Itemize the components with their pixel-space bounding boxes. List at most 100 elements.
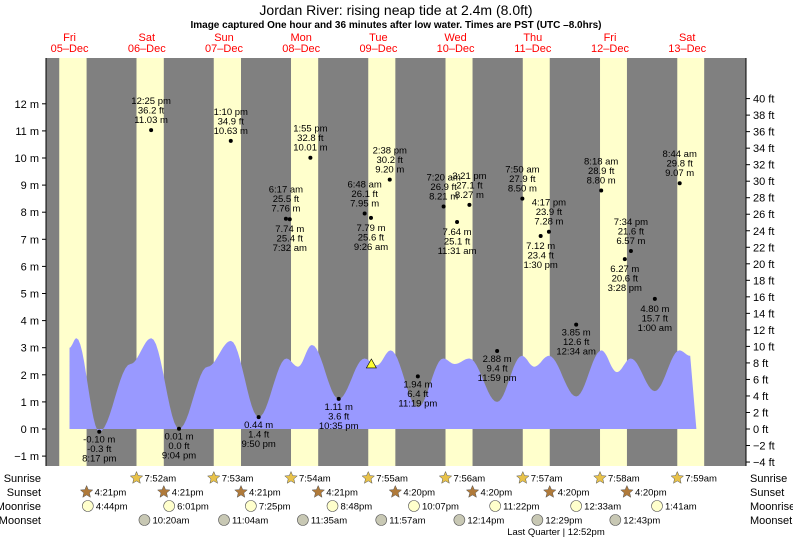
- sunset-star-icon: [311, 484, 326, 498]
- day-date-label: 07–Dec: [205, 43, 243, 55]
- extreme-label: 4.80 m: [640, 304, 669, 315]
- extreme-label: 21.6 ft: [618, 226, 645, 237]
- right-tick-label: 6 ft: [753, 374, 768, 386]
- extreme-point: [283, 216, 288, 221]
- sunset-star-icon: [234, 484, 248, 498]
- extreme-label: 26.9 ft: [430, 182, 457, 193]
- moonrise-time-label: 6:01pm: [177, 502, 209, 513]
- moonrise-row-label: Moonrise: [0, 501, 41, 513]
- extreme-label: 8.50 m: [508, 184, 537, 195]
- extreme-point: [362, 211, 367, 216]
- extreme-label: 8.21 m: [429, 192, 458, 203]
- extreme-label: 6.27 m: [610, 264, 639, 275]
- extreme-label: 3:28 pm: [608, 283, 642, 294]
- left-tick-label: 7 m: [21, 234, 39, 246]
- moonset-time-label: 11:35am: [311, 516, 347, 527]
- extreme-label: 9.07 m: [665, 168, 694, 179]
- moonrise-moon-icon: [489, 500, 501, 512]
- sunset-time-label: 4:21pm: [249, 488, 281, 499]
- extreme-label: 1:00 am: [638, 323, 672, 334]
- moonset-moon-icon: [609, 514, 622, 526]
- sunset-star-icon: [465, 484, 480, 498]
- extreme-label: 1:30 pm: [523, 260, 557, 271]
- extreme-label: 27.1 ft: [456, 180, 483, 191]
- extreme-label: 0.44 m: [244, 420, 273, 431]
- sunrise-star-icon: [670, 470, 685, 484]
- sunrise-star-icon: [284, 470, 298, 484]
- sunrise-row-label: Sunrise: [4, 473, 41, 485]
- extreme-label: 26.1 ft: [351, 189, 378, 200]
- left-tick-label: 6 m: [21, 261, 39, 273]
- sunset-star-icon: [620, 484, 634, 498]
- extreme-label: 7.95 m: [350, 199, 379, 210]
- moonrise-row-label-right: Moonrise: [750, 501, 793, 513]
- moonset-time-label: 12:14pm: [467, 516, 504, 527]
- right-tick-label: 40 ft: [753, 94, 774, 106]
- left-tick-label: 0 m: [21, 424, 39, 436]
- day-date-label: 09–Dec: [359, 43, 397, 55]
- extreme-label: 7:50 am: [505, 165, 539, 176]
- extreme-point: [256, 415, 261, 420]
- extreme-label: 0.0 ft: [168, 441, 189, 452]
- extreme-label: 7:32 am: [273, 243, 307, 254]
- sunset-star-icon: [388, 484, 403, 498]
- moonrise-time-label: 12:33am: [584, 502, 621, 513]
- extreme-point: [308, 155, 313, 160]
- day-date-label: 10–Dec: [437, 43, 475, 55]
- sunrise-star-icon: [206, 470, 221, 484]
- day-name-label: Thu: [523, 32, 542, 44]
- extreme-label: 11.03 m: [134, 115, 168, 126]
- extreme-label: 8:17 pm: [82, 454, 116, 465]
- right-tick-label: 12 ft: [753, 325, 774, 337]
- moon-phase-note: Last Quarter | 12:52pm: [507, 527, 605, 538]
- extreme-label: 11:19 pm: [398, 398, 437, 409]
- extreme-label: 25.4 ft: [277, 234, 304, 245]
- extreme-label: 7:34 pm: [614, 217, 648, 228]
- moonset-row-label: Moonset: [0, 515, 41, 527]
- extreme-label: 6:48 am: [347, 180, 381, 191]
- sunset-time-label: 4:20pm: [558, 488, 590, 499]
- day-name-label: Sat: [679, 32, 696, 44]
- extreme-label: -0.3 ft: [87, 444, 112, 455]
- moonrise-moon-icon: [245, 500, 257, 512]
- extreme-label: 8.80 m: [587, 176, 616, 187]
- extreme-label: 1:55 pm: [293, 124, 327, 135]
- extreme-label: 25.1 ft: [444, 236, 471, 247]
- extreme-label: 8.27 m: [455, 190, 484, 201]
- extreme-point: [455, 219, 460, 224]
- extreme-label: 6:17 am: [269, 185, 303, 196]
- extreme-label: 36.2 ft: [138, 106, 165, 117]
- sunrise-row-label-right: Sunrise: [750, 473, 787, 485]
- right-tick-label: 34 ft: [753, 143, 774, 155]
- moonset-time-label: 12:43pm: [623, 516, 660, 527]
- right-tick-label: 14 ft: [753, 308, 774, 320]
- moonrise-time-label: 7:25pm: [259, 502, 291, 513]
- moonrise-moon-icon: [326, 500, 339, 512]
- sunrise-time-label: 7:55am: [376, 474, 408, 485]
- extreme-label: 6.57 m: [616, 236, 645, 247]
- moonrise-time-label: 8:48pm: [341, 502, 373, 513]
- extreme-label: 3.6 ft: [328, 411, 349, 422]
- extreme-label: 27.9 ft: [509, 174, 536, 185]
- sunrise-time-label: 7:53am: [222, 474, 254, 485]
- day-date-label: 06–Dec: [128, 43, 166, 55]
- extreme-point: [495, 348, 500, 353]
- extreme-label: 9:04 pm: [162, 451, 196, 462]
- day-name-label: Wed: [444, 32, 466, 44]
- sunset-time-label: 4:21pm: [172, 488, 204, 499]
- day-name-label: Fri: [63, 32, 76, 44]
- extreme-label: 7.76 m: [271, 204, 300, 215]
- sunset-time-label: 4:20pm: [635, 488, 667, 499]
- left-tick-label: 8 m: [21, 207, 39, 219]
- sunset-time-label: 4:21pm: [326, 488, 358, 499]
- extreme-point: [599, 188, 604, 193]
- right-tick-label: 4 ft: [753, 391, 768, 403]
- right-tick-label: 24 ft: [753, 226, 774, 238]
- extreme-label: 28.9 ft: [588, 166, 615, 177]
- sunrise-star-icon: [438, 470, 453, 484]
- extreme-point: [97, 429, 102, 434]
- day-name-label: Tue: [369, 32, 388, 44]
- extreme-label: 15.7 ft: [642, 313, 669, 324]
